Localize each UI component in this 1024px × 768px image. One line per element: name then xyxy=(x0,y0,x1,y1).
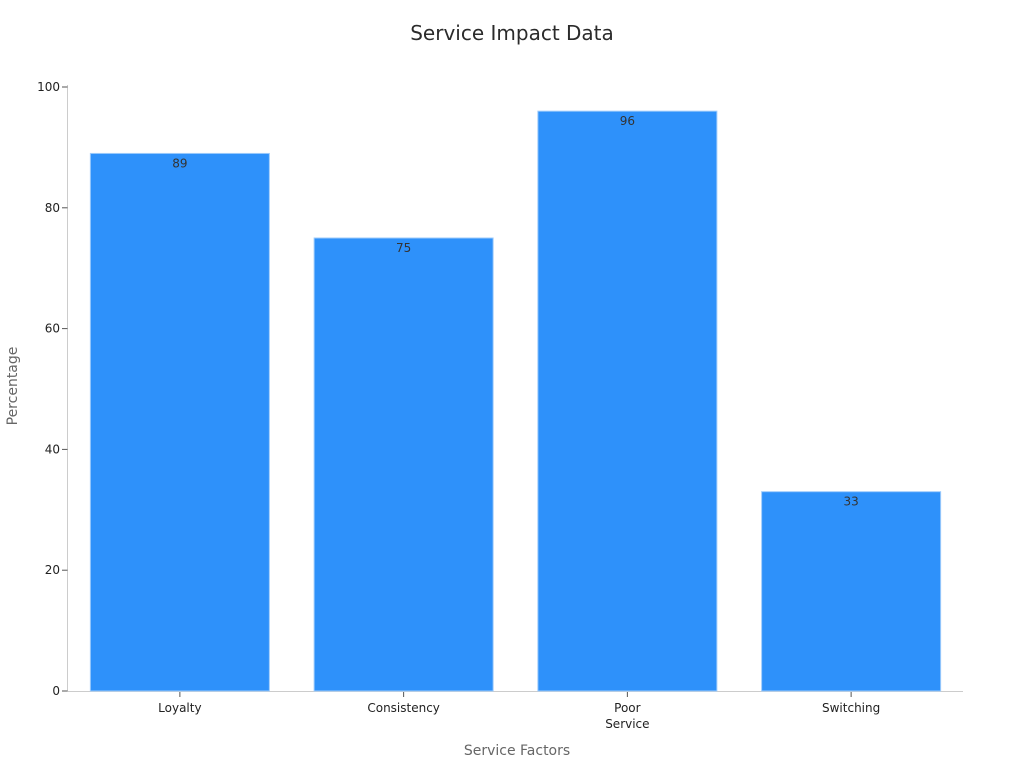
x-tick-label: Loyalty xyxy=(158,701,201,715)
x-tick-label: Consistency xyxy=(367,701,440,715)
y-tick-label: 40 xyxy=(45,442,60,456)
x-tick-label: Switching xyxy=(822,701,880,715)
bar-loyalty xyxy=(89,152,270,692)
bar-poor-service xyxy=(537,110,718,692)
bar-value-label: 75 xyxy=(396,241,411,255)
plot-area: 0 20 40 60 80 100 89 Loyalty 75 Consistency 96 Poor… xyxy=(37,80,963,731)
bar-switching xyxy=(761,491,942,692)
y-tick-label: 0 xyxy=(52,684,60,698)
chart-title: Service Impact Data xyxy=(410,21,614,45)
y-tick-label: 100 xyxy=(37,80,60,94)
bar-value-label: 96 xyxy=(620,114,635,128)
bar-value-label: 33 xyxy=(843,495,858,509)
y-tick-label: 20 xyxy=(45,563,60,577)
y-tick-label: 80 xyxy=(45,201,60,215)
y-tick-label: 60 xyxy=(45,322,60,336)
bar-value-label: 89 xyxy=(172,156,187,170)
y-axis-label: Percentage xyxy=(5,347,21,426)
x-axis-label: Service Factors xyxy=(464,743,570,759)
bar-consistency xyxy=(313,237,494,692)
x-tick-label: Poor Service xyxy=(605,701,649,731)
